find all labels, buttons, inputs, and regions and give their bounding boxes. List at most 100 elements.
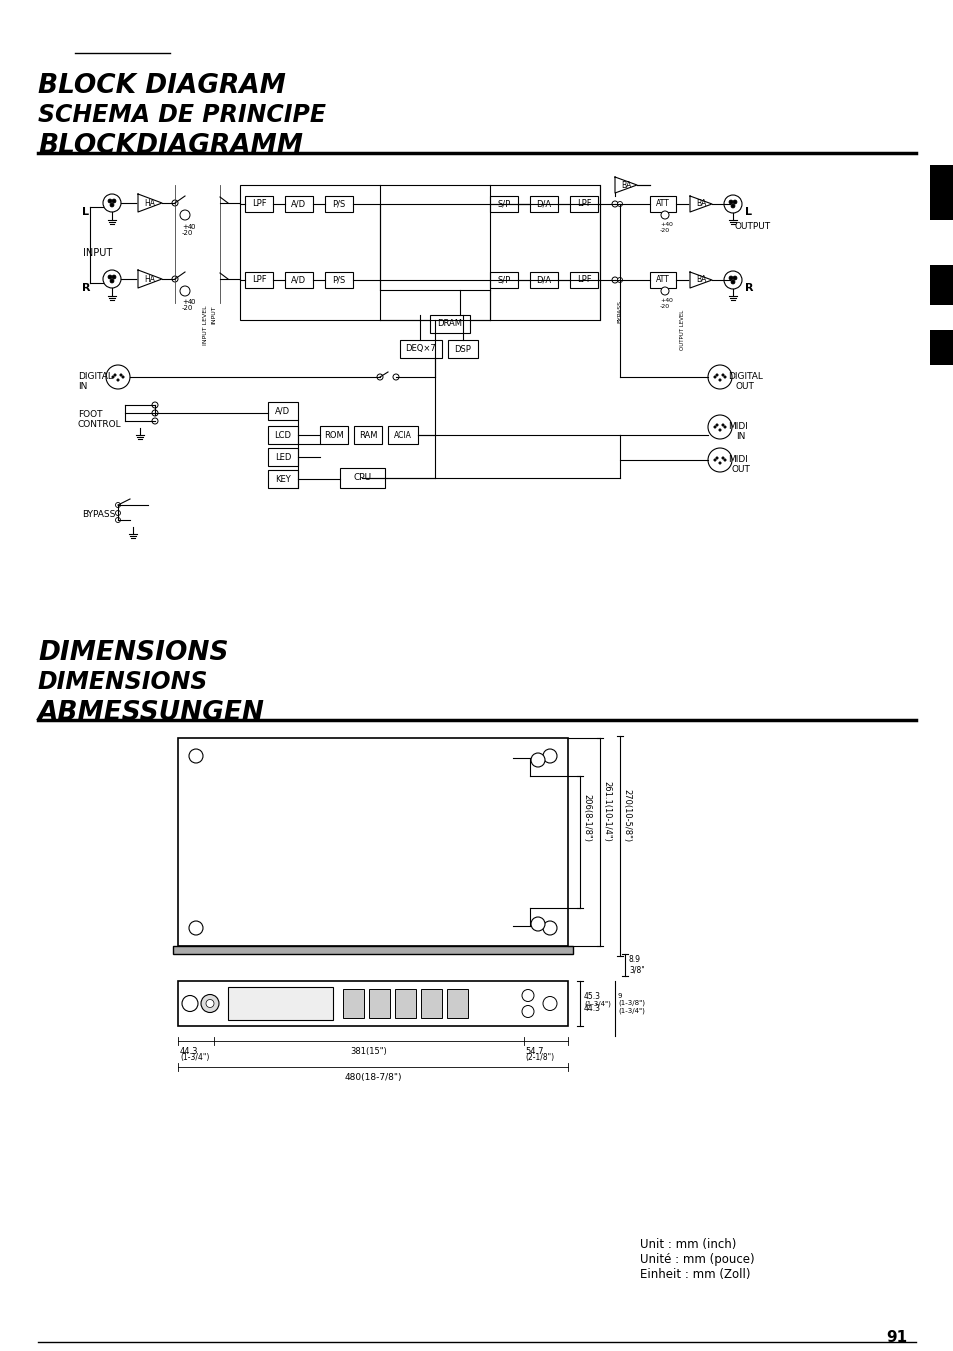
Bar xyxy=(319,426,348,444)
Circle shape xyxy=(723,376,725,378)
Text: (1-3/4"): (1-3/4") xyxy=(583,1000,610,1006)
Circle shape xyxy=(732,200,737,204)
Circle shape xyxy=(531,917,544,931)
Text: OUTPUT LEVEL: OUTPUT LEVEL xyxy=(679,309,684,350)
Text: 206(8-1/8"): 206(8-1/8") xyxy=(582,794,591,842)
Circle shape xyxy=(108,276,112,280)
Text: DIGITAL: DIGITAL xyxy=(78,372,112,381)
Bar xyxy=(929,165,953,220)
Circle shape xyxy=(206,1000,213,1008)
Circle shape xyxy=(180,286,190,296)
Bar xyxy=(245,272,273,288)
Text: (2-1/8"): (2-1/8") xyxy=(525,1052,554,1062)
Text: BLOCK DIAGRAM: BLOCK DIAGRAM xyxy=(38,73,286,99)
Text: D/A: D/A xyxy=(536,200,551,208)
Circle shape xyxy=(116,378,119,381)
Circle shape xyxy=(721,424,723,426)
Circle shape xyxy=(660,211,668,219)
Circle shape xyxy=(715,457,718,459)
Text: A/D: A/D xyxy=(291,200,306,208)
Bar xyxy=(325,196,353,212)
Circle shape xyxy=(715,374,718,376)
Circle shape xyxy=(730,280,734,284)
Polygon shape xyxy=(138,195,162,212)
Bar xyxy=(268,470,297,488)
Text: LPF: LPF xyxy=(252,276,266,285)
Text: MIDI: MIDI xyxy=(727,455,747,463)
Bar xyxy=(430,315,470,332)
Circle shape xyxy=(707,365,731,389)
Text: A/D: A/D xyxy=(291,276,306,285)
Bar xyxy=(325,272,353,288)
Polygon shape xyxy=(689,196,711,212)
Bar xyxy=(448,340,477,358)
Circle shape xyxy=(542,921,557,935)
Text: ROM: ROM xyxy=(324,431,343,439)
Circle shape xyxy=(728,276,732,280)
Text: INPUT LEVEL: INPUT LEVEL xyxy=(203,305,208,345)
Circle shape xyxy=(122,376,124,378)
Bar xyxy=(240,185,599,320)
Text: 8.9
3/8": 8.9 3/8" xyxy=(628,955,644,974)
Bar xyxy=(178,738,567,946)
Polygon shape xyxy=(689,272,711,288)
Text: L: L xyxy=(82,207,89,218)
Circle shape xyxy=(723,195,741,213)
Circle shape xyxy=(172,276,178,282)
Circle shape xyxy=(713,376,716,378)
Text: DIMENSIONS: DIMENSIONS xyxy=(38,640,229,666)
Circle shape xyxy=(542,748,557,763)
Bar xyxy=(339,467,385,488)
Circle shape xyxy=(617,277,622,282)
Text: 0: 0 xyxy=(668,222,672,227)
Text: P/S: P/S xyxy=(332,200,345,208)
Text: SCHEMA DE PRINCIPE: SCHEMA DE PRINCIPE xyxy=(38,103,326,127)
Text: LPF: LPF xyxy=(576,276,591,285)
Text: +4: +4 xyxy=(659,222,669,227)
Circle shape xyxy=(718,378,720,381)
Text: 44.3: 44.3 xyxy=(180,1047,198,1056)
Text: 9
(1-3/8")
(1-3/4"): 9 (1-3/8") (1-3/4") xyxy=(618,993,644,1015)
Circle shape xyxy=(180,209,190,220)
Circle shape xyxy=(707,449,731,471)
Text: BYPASS: BYPASS xyxy=(82,509,115,519)
Text: 45.3: 45.3 xyxy=(583,992,600,1001)
Text: INPUT: INPUT xyxy=(211,305,215,324)
Text: +4: +4 xyxy=(659,299,669,303)
Circle shape xyxy=(110,280,113,282)
Circle shape xyxy=(713,459,716,461)
Text: 261.1(10-1/4"): 261.1(10-1/4") xyxy=(602,781,611,842)
Text: BYPASS: BYPASS xyxy=(617,300,621,323)
Circle shape xyxy=(106,365,130,389)
Bar xyxy=(343,989,364,1019)
Text: IN: IN xyxy=(735,432,744,440)
Text: BA: BA xyxy=(620,181,631,189)
Bar xyxy=(490,196,517,212)
Circle shape xyxy=(120,374,122,376)
Bar xyxy=(245,196,273,212)
Text: ATT: ATT xyxy=(656,200,669,208)
Circle shape xyxy=(103,195,121,212)
Text: +4: +4 xyxy=(182,299,193,305)
Text: RAM: RAM xyxy=(358,431,376,439)
Bar xyxy=(569,196,598,212)
Circle shape xyxy=(110,203,113,207)
Text: HA: HA xyxy=(144,274,155,284)
Text: LCD: LCD xyxy=(274,431,292,439)
Circle shape xyxy=(721,457,723,459)
Text: L: L xyxy=(744,207,751,218)
Text: LPF: LPF xyxy=(252,200,266,208)
Circle shape xyxy=(730,204,734,208)
Circle shape xyxy=(115,511,120,516)
Text: 44.3: 44.3 xyxy=(583,1004,600,1013)
Bar xyxy=(268,403,297,420)
Text: (1-3/4"): (1-3/4") xyxy=(180,1052,209,1062)
Text: BA: BA xyxy=(695,200,705,208)
Text: 0: 0 xyxy=(668,299,672,303)
Circle shape xyxy=(660,286,668,295)
Bar xyxy=(388,426,417,444)
Circle shape xyxy=(182,996,198,1012)
Text: LED: LED xyxy=(274,453,291,462)
Text: -20: -20 xyxy=(659,228,669,232)
Circle shape xyxy=(713,426,716,428)
